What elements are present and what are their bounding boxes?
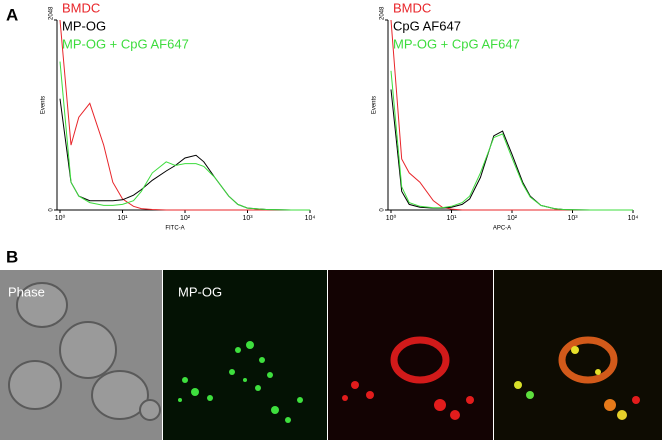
legend-entry: BMDC	[393, 0, 431, 15]
series-line	[390, 70, 633, 211]
x-tick-label: 10⁴	[628, 215, 639, 222]
panel-label: B	[6, 247, 18, 266]
merge-spots	[514, 336, 640, 420]
green-image	[163, 270, 327, 440]
cells	[8, 282, 161, 421]
red-image	[328, 270, 493, 440]
legend-entry: MP-OG + CpG AF647	[62, 36, 189, 51]
microscopy-images: Phase MP-OG	[0, 270, 662, 440]
x-tick-label: 10⁰	[386, 214, 397, 222]
image-label: MP-OG	[178, 284, 222, 299]
y-tick-label: 2048	[49, 6, 55, 20]
red-spots	[342, 336, 474, 420]
x-tick-label: 10¹	[117, 215, 128, 222]
y-tick-label: 0	[49, 208, 55, 212]
image-label: Phase	[8, 284, 45, 299]
series-line	[59, 19, 310, 211]
legend-entry: CpG AF647	[393, 18, 461, 33]
y-axis-label: Events	[372, 96, 378, 114]
x-tick-label: 10²	[507, 215, 518, 222]
legend-entry: MP-OG	[62, 18, 106, 33]
x-tick-label: 10³	[567, 215, 578, 222]
y-tick-label: 2048	[380, 6, 386, 20]
x-tick-label: 10⁴	[305, 215, 316, 222]
x-tick-label: 10⁰	[55, 214, 66, 222]
panel-label: A	[6, 5, 18, 24]
legend-entry: BMDC	[62, 0, 100, 15]
legend-entry: MP-OG + CpG AF647	[393, 36, 520, 51]
y-tick-label: 0	[380, 208, 386, 212]
x-tick-label: 10¹	[446, 215, 457, 222]
series-line	[59, 98, 310, 211]
series-line	[59, 61, 310, 211]
green-spots	[178, 341, 303, 423]
merge-image	[494, 270, 662, 440]
x-tick-label: 10³	[242, 215, 253, 222]
x-axis-label: APC-A	[493, 226, 511, 232]
y-axis-label: Events	[41, 96, 47, 114]
x-axis-label: FITC-A	[165, 226, 184, 232]
x-tick-label: 10²	[180, 215, 191, 222]
